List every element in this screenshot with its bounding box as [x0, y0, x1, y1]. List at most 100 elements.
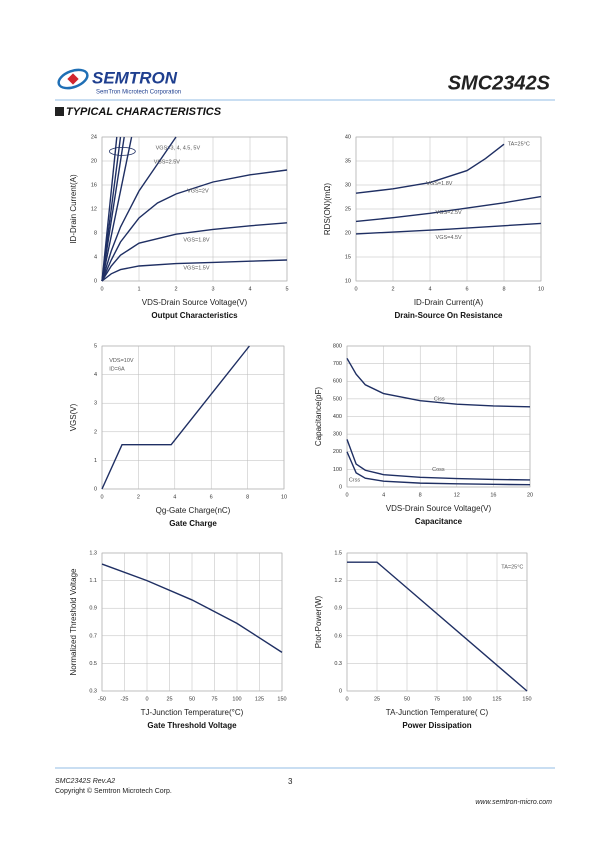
x-axis-label: Qg-Gate Charge(nC): [156, 506, 231, 515]
y-tick-label: 200: [333, 449, 342, 455]
x-tick-label: 8: [502, 286, 505, 292]
x-axis-label: ID-Drain Current(A): [414, 298, 484, 307]
y-tick-label: 3: [94, 401, 97, 407]
y-tick-label: 1.3: [89, 550, 97, 556]
x-tick-label: 0: [345, 492, 348, 498]
y-tick-label: 4: [94, 254, 97, 260]
series-label: Ciss: [434, 396, 445, 402]
series-line: [355, 143, 505, 194]
series-line: [101, 136, 125, 282]
group-marker: [108, 146, 136, 156]
x-tick-label: 3: [211, 286, 214, 292]
x-tick-label: 2: [391, 286, 394, 292]
x-tick-label: 2: [174, 286, 177, 292]
x-tick-label: 10: [281, 494, 287, 500]
chart-caption: Gate Threshold Voltage: [147, 721, 237, 730]
x-tick-label: 5: [285, 286, 288, 292]
x-tick-label: 0: [354, 286, 357, 292]
series-label: VGS=1.8V: [183, 238, 209, 244]
x-tick-label: 0: [345, 696, 348, 702]
x-tick-label: 125: [492, 696, 501, 702]
x-tick-label: -25: [121, 696, 129, 702]
y-axis-label: Normalized Threshold Voltage: [69, 568, 78, 676]
x-tick-label: 75: [211, 696, 217, 702]
y-tick-label: 24: [91, 134, 97, 140]
footer-website: www.semtron-micro.com: [475, 799, 552, 806]
series-label: Coss: [432, 467, 445, 473]
x-tick-label: 4: [173, 494, 176, 500]
x-tick-label: 150: [277, 696, 286, 702]
x-tick-label: 16: [490, 492, 496, 498]
logo-text: SEMTRON: [92, 68, 178, 87]
x-tick-label: 75: [434, 696, 440, 702]
series-label: VGS=2.5V: [154, 160, 180, 166]
x-tick-label: 10: [538, 286, 544, 292]
chart-caption: Drain-Source On Resistance: [394, 311, 503, 320]
x-tick-label: 100: [462, 696, 471, 702]
y-tick-label: 1.2: [334, 578, 342, 584]
series-label: VGS=1.5V: [183, 265, 209, 271]
x-tick-label: 2: [137, 494, 140, 500]
x-axis-label: TJ-Junction Temperature(°C): [141, 708, 244, 717]
annotation: TA=25°C: [501, 564, 523, 570]
series-line: [101, 169, 288, 282]
chart-caption: Capacitance: [415, 517, 463, 526]
chart: 0 4 8 12 16 200100200300400500600700800VDS-Dr…: [314, 343, 533, 526]
y-tick-label: 12: [91, 206, 97, 212]
x-tick-label: 4: [428, 286, 431, 292]
y-tick-label: 16: [91, 182, 97, 188]
y-axis-label: Capacitance(pF): [314, 387, 323, 446]
logo-icon: [57, 68, 89, 90]
y-axis-label: ID-Drain Current(A): [69, 174, 78, 244]
series-line: [101, 136, 177, 282]
y-tick-label: 100: [333, 467, 342, 473]
x-tick-label: 0: [100, 494, 103, 500]
series-line: [101, 563, 283, 653]
x-tick-label: 4: [382, 492, 385, 498]
company-name: SemTron Microtech Corporation: [96, 90, 181, 96]
section-marker: [55, 107, 64, 116]
part-number: SMC2342S: [448, 72, 551, 94]
page-number: 3: [288, 777, 293, 786]
y-axis-label: VGS(V): [69, 403, 78, 431]
x-tick-label: 1: [137, 286, 140, 292]
x-tick-label: -50: [98, 696, 106, 702]
y-tick-label: 20: [345, 230, 351, 236]
x-tick-label: 125: [255, 696, 264, 702]
y-tick-label: 1: [94, 458, 97, 464]
y-tick-label: 0.3: [334, 661, 342, 667]
x-tick-label: 25: [374, 696, 380, 702]
y-axis-label: RDS(ON)(mΩ): [323, 183, 332, 236]
y-tick-label: 0.5: [89, 661, 97, 667]
y-tick-label: 0.9: [89, 606, 97, 612]
y-tick-label: 15: [345, 254, 351, 260]
footer-copyright: Copyright © Semtron Microtech Corp.: [55, 787, 172, 795]
y-tick-label: 0.3: [89, 688, 97, 694]
chart-caption: Output Characteristics: [151, 311, 238, 320]
y-tick-label: 0.9: [334, 606, 342, 612]
series-line: [101, 222, 288, 282]
x-tick-label: 6: [210, 494, 213, 500]
y-tick-label: 600: [333, 379, 342, 385]
y-tick-label: 300: [333, 432, 342, 438]
series-label: VGS=2V: [187, 188, 209, 194]
x-tick-label: 50: [404, 696, 410, 702]
x-tick-label: 12: [454, 492, 460, 498]
x-tick-label: 0: [100, 286, 103, 292]
footer-rev: SMC2342S Rev.A2: [55, 778, 115, 785]
y-tick-label: 0: [339, 688, 342, 694]
y-tick-label: 40: [345, 134, 351, 140]
series-line: [355, 222, 542, 235]
x-tick-label: 150: [522, 696, 531, 702]
x-tick-label: 20: [527, 492, 533, 498]
series-line: [101, 259, 288, 282]
x-tick-label: 25: [166, 696, 172, 702]
x-tick-label: 4: [248, 286, 251, 292]
y-tick-label: 1.1: [89, 578, 97, 584]
y-tick-label: 35: [345, 158, 351, 164]
y-tick-label: 0: [339, 484, 342, 490]
y-tick-label: 800: [333, 343, 342, 349]
y-tick-label: 30: [345, 182, 351, 188]
series-label: Crss: [349, 477, 361, 483]
